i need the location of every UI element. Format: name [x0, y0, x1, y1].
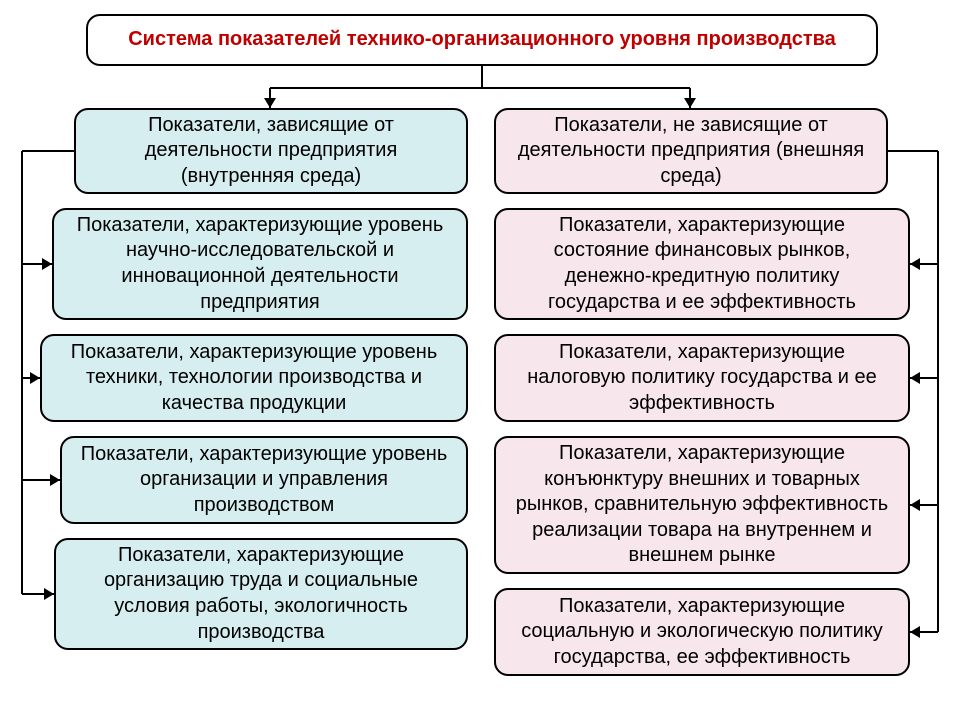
- right-item-1: Показатели, характеризующие налоговую по…: [494, 334, 910, 422]
- right-item-3: Показатели, характеризующие социальную и…: [494, 588, 910, 676]
- left-header-text: Показатели, зависящие от деятельности пр…: [90, 113, 452, 190]
- left-item-2-text: Показатели, характеризующие уровень орга…: [76, 442, 452, 519]
- title-text: Система показателей технико-организацион…: [128, 27, 836, 53]
- right-item-2-text: Показатели, характеризующие конъюнктуру …: [510, 441, 894, 569]
- left-item-2: Показатели, характеризующие уровень орга…: [60, 436, 468, 524]
- left-item-1-text: Показатели, характеризующие уровень техн…: [56, 340, 452, 417]
- right-item-3-text: Показатели, характеризующие социальную и…: [510, 594, 894, 671]
- right-item-0-text: Показатели, характеризующие состояние фи…: [510, 213, 894, 315]
- right-header-text: Показатели, не зависящие от деятельности…: [510, 113, 872, 190]
- right-header-box: Показатели, не зависящие от деятельности…: [494, 108, 888, 194]
- left-item-0-text: Показатели, характеризующие уровень науч…: [68, 213, 452, 315]
- right-item-0: Показатели, характеризующие состояние фи…: [494, 208, 910, 320]
- right-item-1-text: Показатели, характеризующие налоговую по…: [510, 340, 894, 417]
- left-item-1: Показатели, характеризующие уровень техн…: [40, 334, 468, 422]
- title-box: Система показателей технико-организацион…: [86, 14, 878, 66]
- left-item-0: Показатели, характеризующие уровень науч…: [52, 208, 468, 320]
- left-item-3-text: Показатели, характеризующие организацию …: [70, 543, 452, 645]
- right-item-2: Показатели, характеризующие конъюнктуру …: [494, 436, 910, 574]
- left-header-box: Показатели, зависящие от деятельности пр…: [74, 108, 468, 194]
- left-item-3: Показатели, характеризующие организацию …: [54, 538, 468, 650]
